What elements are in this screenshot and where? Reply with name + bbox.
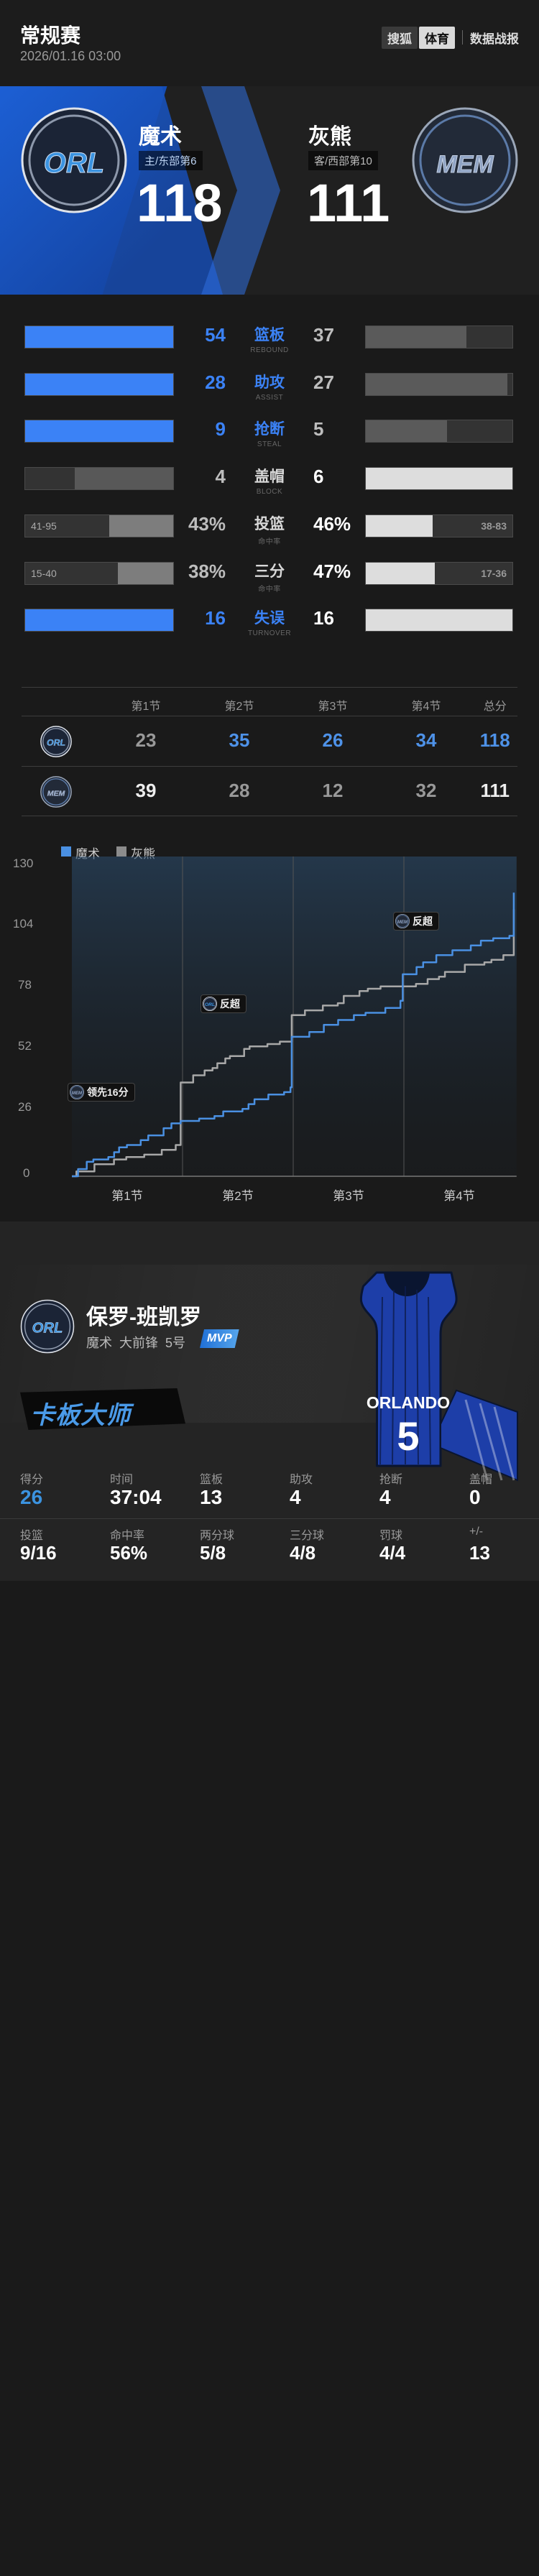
svg-text:ORL: ORL [47, 737, 65, 747]
svg-text:MEM: MEM [436, 151, 494, 178]
svg-text:ORL: ORL [44, 147, 104, 179]
svg-text:MEM: MEM [72, 1091, 83, 1096]
svg-text:ORL: ORL [32, 1321, 63, 1337]
svg-text:ORL: ORL [205, 1002, 215, 1007]
svg-text:ORLANDO: ORLANDO [367, 1393, 450, 1412]
svg-text:5: 5 [397, 1413, 419, 1459]
svg-text:MEM: MEM [397, 920, 408, 925]
svg-text:MEM: MEM [47, 789, 65, 798]
